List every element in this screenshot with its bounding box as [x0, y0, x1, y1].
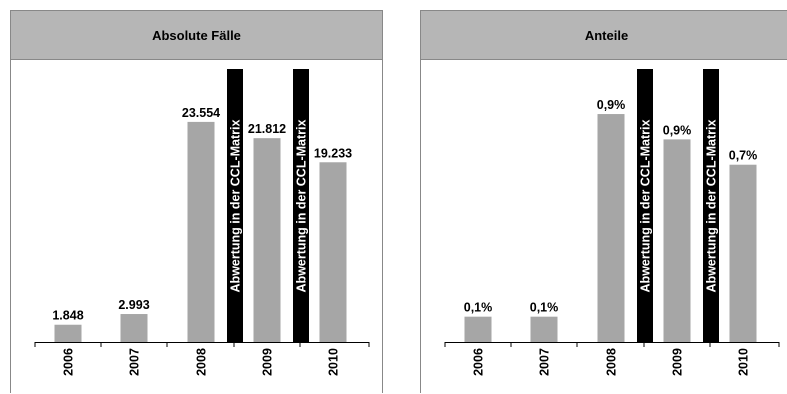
bar-2010 — [319, 162, 347, 342]
tick-label-2008: 2008 — [605, 348, 619, 376]
annotation-label: Abwertung in der CCL-Matrix — [705, 119, 719, 292]
value-label-2008: 0,9% — [597, 98, 626, 112]
value-label-2006: 1.848 — [52, 309, 83, 323]
value-label-2008: 23.554 — [182, 106, 220, 120]
tick-label-2007: 2007 — [538, 348, 552, 376]
bar-2006 — [54, 324, 82, 342]
chart-panel-absolute: Absolute Fälle 1.848 2.993 23.554 21.812 19.… — [10, 10, 383, 393]
annotation-label: Abwertung in der CCL-Matrix — [229, 119, 243, 292]
chart-title: Anteile — [421, 11, 787, 60]
value-label-2010: 19.233 — [314, 146, 352, 160]
chart-absolute-svg: 1.848 2.993 23.554 21.812 19.233 Abwertung in… — [34, 69, 370, 376]
tick-label-2006: 2006 — [472, 348, 486, 376]
value-label-2009: 21.812 — [248, 122, 286, 136]
tick-label-2008: 2008 — [195, 348, 209, 376]
tick-label-2006: 2006 — [62, 348, 76, 376]
bar-2008 — [597, 114, 625, 342]
tick-label-2009: 2009 — [261, 348, 275, 376]
annotation-label: Abwertung in der CCL-Matrix — [639, 119, 653, 292]
annotation-bar — [227, 69, 243, 343]
value-label-2007: 0,1% — [530, 301, 559, 315]
chart-title: Absolute Fälle — [11, 11, 382, 60]
value-label-2007: 2.993 — [118, 298, 149, 312]
value-label-2006: 0,1% — [464, 301, 493, 315]
chart-shares-svg: 0,1% 0,1% 0,9% 0,9% 0,7% Abwertung in der CCL… — [444, 69, 780, 376]
annotation-bar — [293, 69, 309, 343]
annotation-bar — [703, 69, 719, 343]
chart-panel-shares: Anteile 0,1% 0,1% 0,9% 0,9% 0,7% Abwertung in… — [420, 10, 787, 393]
value-label-2010: 0,7% — [729, 149, 758, 163]
bar-2007 — [530, 316, 558, 342]
annotation-label: Abwertung in der CCL-Matrix — [295, 119, 309, 292]
tick-label-2010: 2010 — [737, 348, 751, 376]
tick-label-2009: 2009 — [671, 348, 685, 376]
bar-2008 — [187, 121, 215, 342]
tick-label-2010: 2010 — [327, 348, 341, 376]
bar-2007 — [120, 314, 148, 342]
bar-2009 — [663, 139, 691, 342]
tick-label-2007: 2007 — [128, 348, 142, 376]
annotation-bar — [637, 69, 653, 343]
bar-2006 — [464, 316, 492, 342]
bar-2009 — [253, 138, 281, 342]
bar-2010 — [729, 164, 757, 342]
value-label-2009: 0,9% — [663, 123, 692, 137]
